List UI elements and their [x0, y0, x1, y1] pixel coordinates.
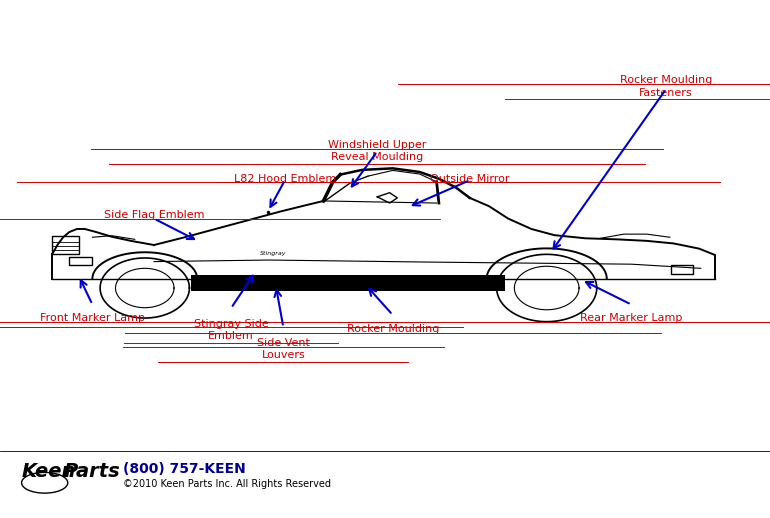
Text: Parts: Parts [63, 462, 120, 481]
Text: Rocker Moulding: Rocker Moulding [346, 324, 439, 334]
Bar [671, 265, 693, 274]
Text: ©2010 Keen Parts Inc. All Rights Reserved: ©2010 Keen Parts Inc. All Rights Reserve… [123, 479, 331, 489]
Text: (800) 757-KEEN: (800) 757-KEEN [123, 462, 246, 476]
Text: Side Flag Emblem: Side Flag Emblem [104, 210, 204, 220]
Text: Windshield Upper
Reveal Moulding: Windshield Upper Reveal Moulding [328, 140, 427, 162]
Bar [52, 236, 79, 254]
Text: Front Marker Lamp: Front Marker Lamp [40, 313, 145, 323]
Text: Outside Mirror: Outside Mirror [430, 174, 510, 183]
Text: Stingray: Stingray [260, 251, 286, 256]
Ellipse shape [22, 472, 68, 493]
Text: L82 Hood Emblem: L82 Hood Emblem [234, 174, 336, 183]
Bar [191, 275, 505, 291]
Text: Rocker Moulding
Fasteners: Rocker Moulding Fasteners [620, 75, 712, 97]
Bar [69, 257, 92, 265]
Text: Stingray Side
Emblem: Stingray Side Emblem [193, 319, 269, 341]
Text: Rear Marker Lamp: Rear Marker Lamp [581, 313, 682, 323]
Text: Keen: Keen [22, 462, 76, 481]
Text: Side Vent
Louvers: Side Vent Louvers [257, 338, 310, 360]
